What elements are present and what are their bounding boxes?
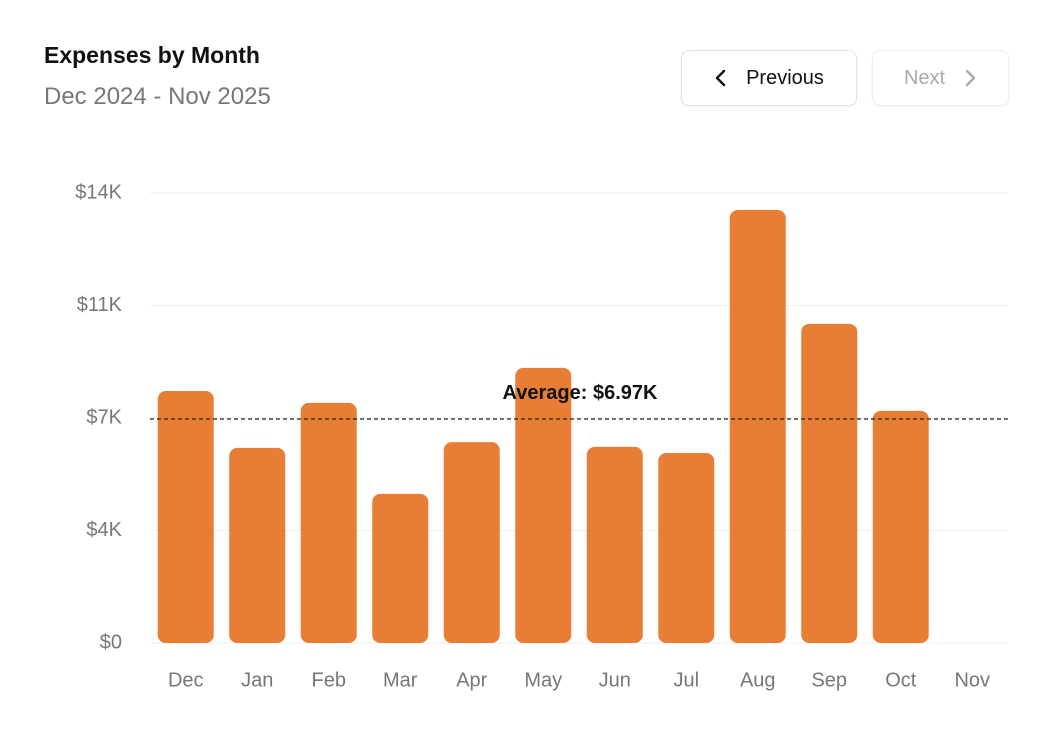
x-tick-label: Apr — [456, 669, 487, 691]
x-tick-label: Nov — [954, 669, 990, 691]
x-tick-label: Jan — [241, 669, 273, 691]
x-tick-label: Jul — [673, 669, 699, 691]
bar — [300, 402, 357, 643]
x-tick-label: Oct — [885, 669, 917, 691]
bar — [515, 367, 572, 643]
bar — [801, 323, 858, 643]
y-tick-label: $0 — [100, 631, 122, 653]
x-tick-label: May — [524, 669, 562, 691]
average-label: Average: $6.97K — [503, 382, 658, 404]
chevron-left — [715, 69, 726, 87]
previous-button[interactable]: Previous — [681, 50, 857, 106]
x-tick-label: Sep — [811, 669, 847, 691]
bar — [372, 493, 429, 643]
x-tick-label: Jun — [599, 669, 631, 691]
x-tick-label: Mar — [383, 669, 418, 691]
x-tick-label: Dec — [168, 669, 204, 691]
y-tick-label: $11K — [77, 294, 123, 316]
bar — [229, 447, 286, 643]
next-button[interactable]: Next — [872, 50, 1009, 106]
bar — [586, 446, 643, 643]
bar — [157, 391, 214, 643]
bar — [872, 410, 929, 643]
bar — [658, 453, 715, 643]
next-label: Next — [903, 66, 946, 89]
title: Expenses by Month — [44, 42, 260, 68]
y-tick-label: $4K — [86, 519, 122, 541]
bar — [443, 442, 500, 643]
bar — [729, 210, 786, 644]
x-tick-label: Feb — [312, 669, 346, 691]
x-tick-label: Aug — [740, 669, 776, 691]
previous-label: Previous — [746, 66, 824, 89]
y-tick-label: $7K — [86, 406, 122, 428]
subtitle: Dec 2024 - Nov 2025 — [44, 83, 271, 110]
y-tick-label: $14K — [75, 181, 122, 203]
chevron-right — [965, 69, 976, 87]
